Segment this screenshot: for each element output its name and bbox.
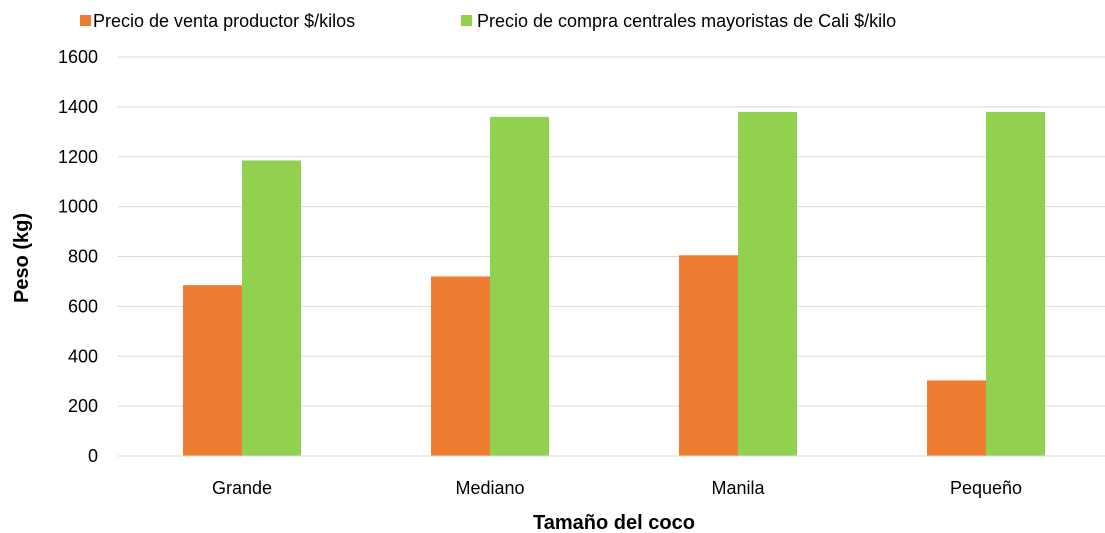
y-tick-label: 1600 — [58, 47, 98, 67]
y-tick-label: 1200 — [58, 147, 98, 167]
bar-series-2-grande — [242, 160, 301, 456]
y-tick-label: 0 — [88, 446, 98, 466]
legend-label-series-2: Precio de compra centrales mayoristas de… — [477, 11, 896, 31]
x-axis-title: Tamaño del coco — [533, 512, 695, 533]
y-tick-label: 400 — [68, 346, 98, 366]
bar-series-2-manila — [738, 111, 797, 457]
y-tick-label: 1000 — [58, 197, 98, 217]
y-tick-label: 600 — [68, 296, 98, 316]
y-axis-title: Peso (kg) — [11, 213, 33, 303]
x-tick-label: Mediano — [455, 478, 524, 498]
bars — [183, 111, 1045, 457]
x-tick-label: Manila — [711, 478, 765, 498]
x-tick-label: Grande — [212, 478, 272, 498]
legend: Precio de venta productor $/kilos Precio… — [80, 11, 896, 31]
y-tick-label: 200 — [68, 396, 98, 416]
bar-series-2-pequeño — [986, 111, 1045, 457]
y-axis-ticks: 0 200 400 600 800 1000 1200 1400 1600 — [58, 47, 98, 466]
y-tick-label: 1400 — [58, 97, 98, 117]
bar-series-1-pequeño — [927, 380, 986, 456]
bar-series-1-mediano — [431, 276, 490, 456]
legend-label-series-1: Precio de venta productor $/kilos — [93, 11, 355, 31]
legend-swatch-series-1 — [80, 15, 91, 26]
bar-series-2-mediano — [490, 116, 549, 456]
bar-series-1-grande — [183, 285, 242, 456]
bar-series-1-manila — [679, 255, 738, 456]
x-tick-label: Pequeño — [950, 478, 1022, 498]
x-axis-ticks: Grande Mediano Manila Pequeño — [212, 478, 1022, 498]
legend-swatch-series-2 — [461, 15, 472, 26]
y-tick-label: 800 — [68, 247, 98, 267]
